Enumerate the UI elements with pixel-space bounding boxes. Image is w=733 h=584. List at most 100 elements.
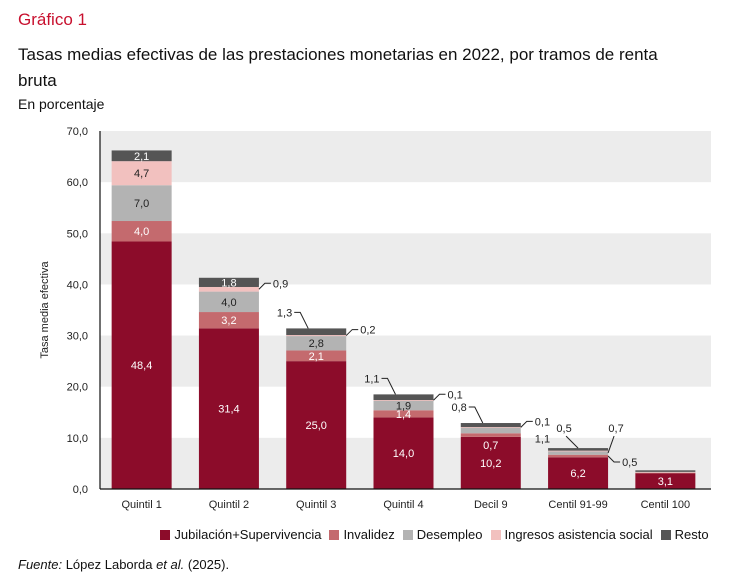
y-tick-label: 20,0: [67, 382, 88, 394]
legend-item-jubilacion: Jubilación+Supervivencia: [160, 527, 321, 542]
data-label: 2,1: [134, 151, 149, 163]
legend-item-resto: Resto: [660, 527, 709, 542]
x-tick-label: Decil 9: [474, 499, 508, 511]
grid-band: [100, 335, 711, 387]
data-label: 1,1: [535, 433, 550, 445]
data-label: 2,8: [309, 338, 324, 350]
label-leader-line: [294, 311, 309, 329]
label-leader-line: [607, 435, 615, 454]
x-tick-label: Quintil 4: [383, 499, 423, 511]
bar-segment-ingresos: [111, 161, 172, 186]
data-label: 1,8: [221, 277, 236, 289]
bar-group: 14,0 1,41,9 0,1 1,1: [364, 373, 463, 489]
data-label: 10,2: [480, 458, 501, 470]
legend-swatch: [160, 529, 171, 540]
bar-segment-resto: [286, 328, 347, 336]
data-label: 6,2: [570, 468, 585, 480]
bar-segment-invalidez: [635, 472, 696, 474]
label-leader-line: [258, 282, 271, 290]
data-label: 25,0: [306, 420, 327, 432]
legend-label: Invalidez: [343, 527, 395, 542]
legend-label: Resto: [674, 527, 709, 542]
data-label: 14,0: [393, 448, 414, 460]
bar-segment-jubilacion: [111, 241, 172, 489]
legend-label: Ingresos asistencia social: [504, 527, 653, 542]
data-label: 2,1: [309, 351, 324, 363]
label-leader-line: [607, 455, 621, 463]
bar-segment-desempleo: [111, 185, 172, 222]
bar-segment-invalidez: [111, 221, 172, 242]
bar-segment-desempleo: [286, 336, 347, 351]
bar-segment-resto: [548, 448, 609, 451]
x-tick-label: Quintil 2: [209, 499, 249, 511]
bar-segment-resto: [111, 150, 172, 162]
legend-label: Jubilación+Supervivencia: [174, 527, 322, 542]
bar-segment-jubilacion: [548, 457, 609, 489]
label-leader-line: [433, 393, 446, 401]
data-label: 0,8: [451, 402, 466, 414]
y-tick-label: 0,0: [73, 484, 88, 496]
bar-segment-ingresos: [548, 450, 609, 452]
label-leader-line: [381, 377, 396, 395]
data-label: 3,2: [221, 315, 236, 327]
bar-group: 6,2 0,5 0,7 0,5: [548, 423, 637, 489]
x-tick-label: Quintil 1: [121, 499, 161, 511]
legend-swatch: [660, 529, 671, 540]
data-label: 1,9: [396, 400, 411, 412]
data-label: 0,5: [622, 457, 637, 469]
y-tick-label: 10,0: [67, 433, 88, 445]
bar-segment-resto: [635, 470, 696, 472]
legend-item-ingresos: Ingresos asistencia social: [490, 527, 653, 542]
chart-subtitle: En porcentaje: [18, 96, 105, 112]
data-label: 0,1: [448, 389, 463, 401]
chart-title: Tasas medias efectivas de las prestacion…: [18, 45, 658, 90]
bar-segment-jubilacion: [286, 361, 347, 489]
legend: Jubilación+Supervivencia Invalidez Desempl…: [68, 527, 733, 542]
data-label: 4,0: [221, 297, 236, 309]
label-leader-line: [345, 329, 359, 336]
x-tick-label: Quintil 3: [296, 499, 336, 511]
bar-segment-resto: [373, 394, 434, 401]
data-label: 0,9: [273, 278, 288, 290]
bar-segment-resto: [198, 277, 259, 287]
y-tick-label: 50,0: [67, 228, 88, 240]
x-tick-label: Centil 91-99: [548, 499, 607, 511]
bar-segment-ingresos: [373, 400, 434, 401]
y-tick-label: 40,0: [67, 279, 88, 291]
data-label: 1,1: [364, 373, 379, 385]
bar-segment-invalidez: [286, 350, 347, 362]
bar-segment-invalidez: [198, 312, 259, 329]
y-axis-ticks: 0,0 10,0 20,0 30,0 40,0 50,0 60,0 70,0: [67, 126, 88, 496]
bar-segment-ingresos: [286, 335, 347, 337]
data-label: 31,4: [218, 404, 239, 416]
bar-segment-desempleo: [198, 291, 259, 313]
y-tick-label: 60,0: [67, 177, 88, 189]
data-label: 0,2: [360, 325, 375, 337]
bar-segment-jubilacion: [460, 436, 521, 489]
bar-group: 31,4 3,2 4,0 0,9 1,8: [198, 277, 288, 489]
bars: 48,44,07,04,72,131,43,24,00,91,825,02,12…: [111, 150, 696, 489]
legend-swatch: [329, 529, 340, 540]
bar-segment-jubilacion: [198, 328, 259, 489]
bar-group: 25,0 2,12,8 0,2 1,3: [277, 307, 376, 489]
grid-band: [100, 233, 711, 285]
data-label: 1,3: [277, 307, 292, 319]
legend-swatch: [402, 529, 413, 540]
x-tick-label: Centil 100: [641, 499, 691, 511]
data-label: 0,7: [608, 423, 623, 435]
source-etal: et al.: [156, 557, 185, 572]
legend-swatch: [490, 529, 501, 540]
label-leader-line: [565, 435, 579, 449]
bar-group: 10,2 0,7 1,1 0,1 0,8: [451, 402, 550, 489]
x-axis-ticks: Quintil 1 Quintil 2 Quintil 3 Quintil 4 Deci…: [121, 499, 690, 511]
bar-segment-desempleo: [460, 427, 521, 434]
bar-segment-invalidez: [373, 410, 434, 418]
label-leader-line: [468, 406, 484, 424]
source-year: (2025).: [184, 557, 230, 572]
data-label: 0,5: [556, 423, 571, 435]
y-axis-label: Tasa media efectiva: [39, 261, 51, 359]
data-label: 4,7: [134, 168, 149, 180]
legend-item-invalidez: Invalidez: [329, 527, 395, 542]
source-note: Fuente: López Laborda et al. (2025).: [18, 557, 229, 572]
